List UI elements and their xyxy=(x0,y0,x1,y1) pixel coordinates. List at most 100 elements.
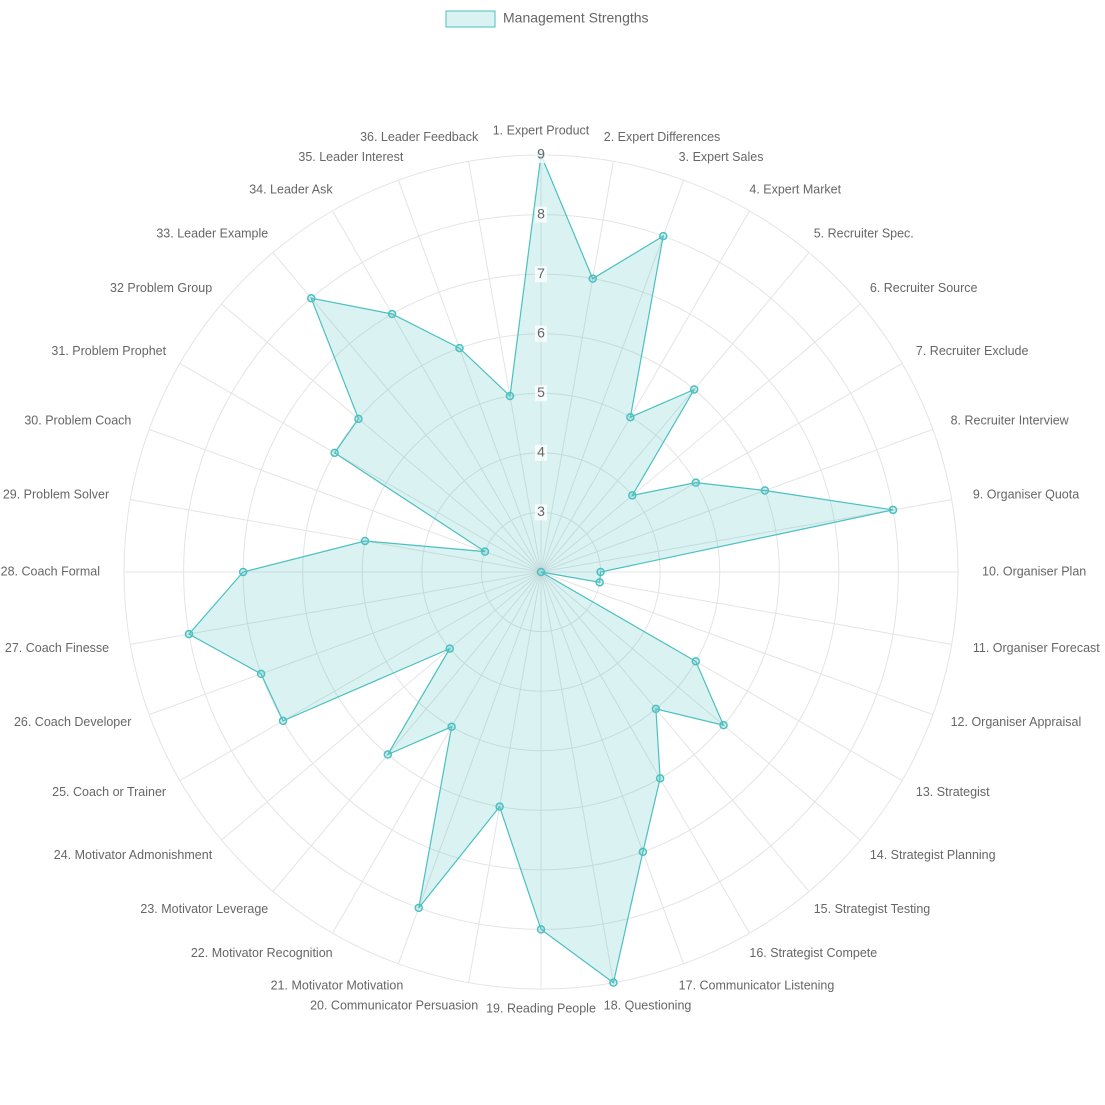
data-point xyxy=(455,343,464,353)
data-point xyxy=(256,669,266,679)
tick-label: 8 xyxy=(537,205,545,221)
data-point xyxy=(595,578,604,587)
point-label: 3. Expert Sales xyxy=(679,150,764,164)
point-label: 32 Problem Group xyxy=(110,281,212,295)
tick-label: 6 xyxy=(537,324,545,340)
angle-line xyxy=(540,303,861,573)
data-point xyxy=(414,903,424,913)
point-label: 11. Organiser Forecast xyxy=(973,641,1100,655)
point-label: 26. Coach Developer xyxy=(14,715,131,729)
point-label: 18. Questioning xyxy=(604,999,692,1013)
angle-line xyxy=(468,571,542,983)
tick-backdrop xyxy=(535,266,547,283)
data-point xyxy=(760,486,770,495)
data-point xyxy=(651,704,661,714)
tick-label: 3 xyxy=(537,503,545,519)
angle-line xyxy=(179,363,542,573)
point-label: 19. Reading People xyxy=(486,1001,596,1015)
angle-line xyxy=(221,571,542,841)
point-label: 4. Expert Market xyxy=(749,182,841,196)
angle-line xyxy=(540,210,750,573)
point-label: 35. Leader Interest xyxy=(298,150,403,164)
angle-line xyxy=(540,252,810,573)
point-label: 8. Recruiter Interview xyxy=(951,413,1070,427)
point-label: 12. Organiser Appraisal xyxy=(951,715,1082,729)
point-label: 14. Strategist Planning xyxy=(870,848,996,862)
angle-line xyxy=(540,571,952,645)
angle-line xyxy=(148,571,542,716)
data-point xyxy=(360,536,370,546)
data-point xyxy=(495,802,504,811)
tick-label: 7 xyxy=(537,265,545,281)
tick-label: 5 xyxy=(537,384,545,400)
data-point xyxy=(536,925,546,934)
point-label: 17. Communicator Listening xyxy=(679,979,835,993)
angle-line xyxy=(540,428,934,573)
legend-swatch xyxy=(445,10,496,28)
tick-backdrop xyxy=(535,385,547,402)
point-label: 33. Leader Example xyxy=(156,226,268,240)
angle-line xyxy=(148,428,542,573)
point-label: 30. Problem Coach xyxy=(24,413,131,427)
data-point xyxy=(626,412,635,422)
point-label: 6. Recruiter Source xyxy=(870,281,978,295)
data-point xyxy=(638,847,648,857)
data-point xyxy=(278,716,288,726)
tick-backdrop xyxy=(535,325,547,342)
angle-line xyxy=(540,571,810,892)
data-point xyxy=(238,567,248,577)
data-point xyxy=(306,293,316,303)
point-label: 31. Problem Prophet xyxy=(51,344,166,358)
point-label: 24. Motivator Admonishment xyxy=(54,848,213,862)
angle-line xyxy=(540,571,685,965)
data-point xyxy=(689,385,699,394)
point-label: 34. Leader Ask xyxy=(249,182,333,196)
data-point xyxy=(330,448,339,458)
data-point xyxy=(691,478,701,487)
point-label: 21. Motivator Motivation xyxy=(271,979,404,993)
data-point xyxy=(354,414,363,424)
tick-backdrop xyxy=(535,444,547,461)
data-point xyxy=(387,309,397,319)
angle-line xyxy=(468,161,542,573)
angle-line xyxy=(540,571,934,716)
angle-line xyxy=(397,179,542,573)
data-point xyxy=(655,774,665,783)
data-point xyxy=(588,274,597,283)
angle-line xyxy=(397,571,542,965)
tick-backdrop xyxy=(535,206,547,223)
point-label: 7. Recruiter Exclude xyxy=(916,344,1029,358)
legend-label: Management Strengths xyxy=(503,10,649,26)
tick-backdrop xyxy=(535,504,547,521)
data-point xyxy=(445,644,454,653)
angle-line xyxy=(272,571,542,892)
tick-label: 4 xyxy=(537,444,545,460)
data-point xyxy=(691,657,701,666)
point-label: 36. Leader Feedback xyxy=(360,130,479,144)
data-point xyxy=(888,505,898,515)
angle-line xyxy=(332,210,542,573)
data-point xyxy=(596,567,605,577)
tick-backdrop xyxy=(535,147,547,163)
data-point xyxy=(505,391,515,401)
point-label: 23. Motivator Leverage xyxy=(140,902,268,916)
data-point xyxy=(536,567,546,577)
point-label: 20. Communicator Persuasion xyxy=(310,999,478,1013)
point-label: 9. Organiser Quota xyxy=(973,488,1079,502)
data-point xyxy=(184,629,194,639)
angle-line xyxy=(221,303,542,573)
tick-label: 9 xyxy=(537,146,545,162)
angle-line xyxy=(540,571,614,983)
data-point xyxy=(383,750,393,759)
data-point xyxy=(480,547,490,556)
point-label: 25. Coach or Trainer xyxy=(52,785,166,799)
data-point xyxy=(658,231,668,241)
point-label: 28. Coach Formal xyxy=(1,564,100,578)
angle-line xyxy=(272,252,542,573)
data-point xyxy=(628,491,637,500)
point-label: 15. Strategist Testing xyxy=(814,902,931,916)
angle-line xyxy=(332,571,542,934)
data-point xyxy=(609,978,618,987)
data-point xyxy=(719,720,728,730)
